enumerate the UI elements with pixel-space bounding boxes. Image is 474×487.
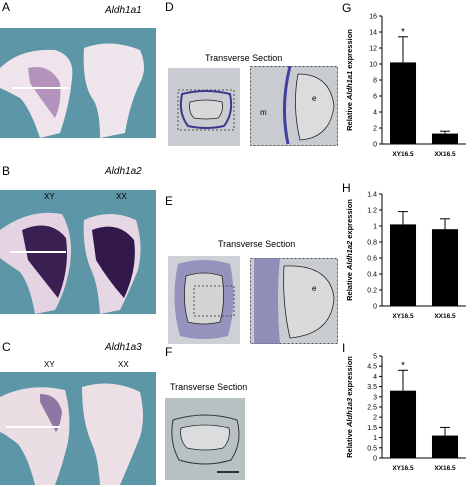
- label-m-d: m: [260, 108, 267, 117]
- y-tick-label: 14: [369, 30, 377, 37]
- y-tick-label: 16: [369, 14, 377, 21]
- y-tick-label: 2.5: [367, 405, 377, 412]
- bar: [389, 224, 417, 306]
- gene-title-a: Aldh1a1: [105, 5, 142, 16]
- y-tick-label: 0: [373, 142, 377, 149]
- section-title-d: Transverse Section: [205, 53, 283, 63]
- y-tick-label: 0: [373, 304, 377, 311]
- x-category-label: XY16.5: [392, 313, 414, 320]
- section-image-f: [165, 398, 245, 480]
- whole-mount-photo-c: [0, 372, 156, 485]
- y-tick-label: 3: [373, 394, 377, 401]
- y-tick-label: 4: [373, 110, 377, 117]
- panel-label-g: G: [342, 1, 351, 15]
- y-tick-label: 0.4: [367, 272, 377, 279]
- y-tick-label: 10: [369, 62, 377, 69]
- y-tick-label: 0.2: [367, 288, 377, 295]
- x-category-label: XX16.5: [434, 313, 456, 320]
- y-axis-label: Relative Aldh1a3 expression: [345, 356, 354, 458]
- label-e-e: e: [312, 284, 317, 293]
- panel-label-b: B: [2, 164, 11, 178]
- label-xx-b: XX: [116, 192, 127, 201]
- y-tick-label: 8: [373, 78, 377, 85]
- panel-label-a: A: [2, 0, 11, 14]
- y-tick-label: 1: [373, 224, 377, 231]
- y-tick-label: 0: [373, 456, 377, 463]
- x-category-label: XX16.5: [434, 151, 456, 158]
- bar-chart-h: H 0 0.2 0.4 0.6 0.8 1 1.2 1.4 Relative Aldh1a2 e…: [342, 181, 466, 320]
- y-tick-label: 2: [373, 415, 377, 422]
- y-tick-label: 0.5: [367, 445, 377, 452]
- whole-mount-photo-a: XY XX: [0, 28, 156, 138]
- panel-label-d: D: [165, 0, 174, 14]
- y-tick-label: 3.5: [367, 384, 377, 391]
- gonad-image-a: [0, 43, 144, 138]
- x-category-label: XY16.5: [392, 151, 414, 158]
- y-axis-label: Relative Aldh1a1 expression: [345, 29, 354, 131]
- section-image-e-overview: [168, 256, 240, 344]
- y-axis-label: Relative Aldh1a2 expression: [345, 199, 354, 301]
- panel-label-f: F: [165, 345, 173, 359]
- section-zoom-outline-d: [250, 66, 338, 146]
- y-tick-label: 0.6: [367, 256, 377, 263]
- y-tick-label: 2: [373, 126, 377, 133]
- whole-mount-photo-b: XY XX: [0, 190, 156, 314]
- panel-label-i: I: [342, 341, 345, 355]
- label-e-d: e: [312, 94, 317, 103]
- section-zoom-outline-e: [250, 258, 338, 344]
- gene-title-b: Aldh1a2: [105, 166, 142, 177]
- label-xx-c: XX: [118, 360, 129, 369]
- gonad-image-c: [0, 383, 143, 485]
- section-outline-e: [174, 260, 235, 339]
- bar: [431, 133, 459, 144]
- significance-marker: *: [401, 27, 405, 38]
- section-title-e: Transverse Section: [218, 239, 296, 249]
- bar-chart-g: G 0 2 4 6 8 10 12 14 16 Relative Aldh1a1 expressi…: [342, 1, 466, 158]
- section-image-d-zoom: m e: [250, 66, 338, 146]
- bar: [389, 390, 417, 458]
- panel-label-c: C: [2, 340, 11, 354]
- section-outline-d: [177, 89, 235, 131]
- section-title-f: Transverse Section: [170, 382, 248, 392]
- gene-title-c: Aldh1a3: [105, 342, 142, 353]
- section-outline-f: [171, 414, 240, 473]
- x-category-label: XX16.5: [434, 465, 456, 472]
- bar: [431, 435, 459, 458]
- y-tick-label: 1.2: [367, 208, 377, 215]
- panel-label-e: E: [165, 194, 174, 208]
- y-tick-label: 1.5: [367, 425, 377, 432]
- y-tick-label: 4: [373, 374, 377, 381]
- y-tick-label: 1.4: [367, 192, 377, 199]
- section-image-d-overview: [168, 68, 240, 146]
- section-image-e-zoom: e: [250, 258, 338, 344]
- x-category-label: XY16.5: [392, 465, 414, 472]
- panel-label-h: H: [342, 181, 351, 195]
- significance-marker: *: [401, 360, 405, 371]
- y-tick-label: 4.5: [367, 364, 377, 371]
- label-xy-c: XY: [44, 360, 55, 369]
- label-xy-b: XY: [44, 192, 55, 201]
- y-tick-label: 1: [373, 435, 377, 442]
- y-tick-label: 0.8: [367, 240, 377, 247]
- y-tick-label: 5: [373, 354, 377, 361]
- y-tick-label: 12: [369, 46, 377, 53]
- y-tick-label: 6: [373, 94, 377, 101]
- gonad-image-b: [0, 212, 141, 314]
- bar: [389, 62, 417, 144]
- bar: [431, 229, 459, 306]
- bar-chart-i: I 0 0.5 1 1.5 2 2.5 3 3.5 4 4.5 5 Relative Aldh1a3 …: [342, 341, 466, 472]
